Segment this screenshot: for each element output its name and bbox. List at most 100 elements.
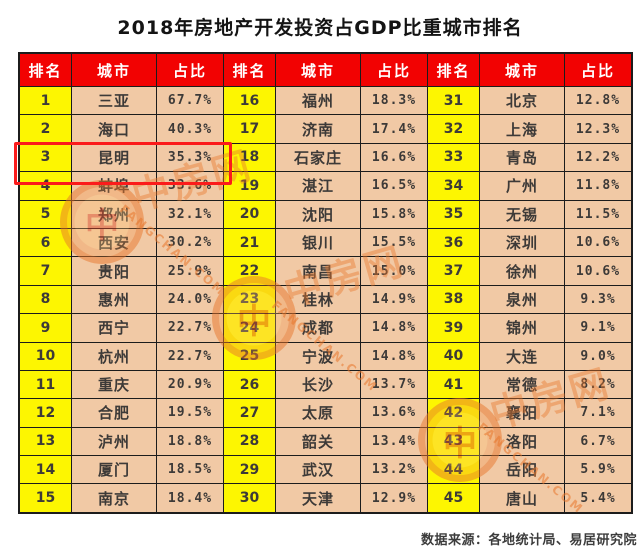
col-header-rank: 排名 bbox=[427, 52, 480, 87]
rank-cell: 6 bbox=[18, 227, 72, 258]
table-row: 6 西安 30.2% 21 银川 15.5% 36 深圳 10.6% bbox=[18, 227, 633, 258]
pct-cell: 32.1% bbox=[156, 199, 224, 229]
city-cell: 宁波 bbox=[275, 341, 361, 371]
pct-cell: 18.5% bbox=[156, 455, 224, 485]
pct-cell: 5.9% bbox=[564, 455, 633, 485]
city-cell: 唐山 bbox=[479, 483, 565, 514]
city-cell: 武汉 bbox=[275, 455, 361, 485]
rank-cell: 23 bbox=[223, 284, 276, 315]
pct-cell: 67.7% bbox=[156, 85, 224, 116]
city-cell: 杭州 bbox=[71, 341, 157, 371]
pct-cell: 10.6% bbox=[564, 256, 633, 286]
rank-cell: 35 bbox=[427, 199, 480, 229]
city-cell: 南昌 bbox=[275, 256, 361, 286]
table-body: 1 三亚 67.7% 16 福州 18.3% 31 北京 12.8% 2 海口 40.3% 17 济南 17… bbox=[18, 85, 633, 514]
col-header-pct: 占比 bbox=[156, 52, 224, 87]
rank-cell: 45 bbox=[427, 483, 480, 514]
pct-cell: 13.4% bbox=[360, 426, 428, 457]
table-row: 5 郑州 32.1% 20 沈阳 15.8% 35 无锡 11.5% bbox=[18, 199, 633, 229]
pct-cell: 35.3% bbox=[156, 142, 224, 173]
rank-cell: 13 bbox=[18, 426, 72, 457]
city-cell: 深圳 bbox=[479, 227, 565, 258]
rank-cell: 41 bbox=[427, 369, 480, 400]
data-source-note: 数据来源：各地统计局、易居研究院 bbox=[420, 533, 637, 548]
col-header-city: 城市 bbox=[71, 52, 157, 87]
header-row: 排名 城市 占比 排名 城市 占比 排名 城市 占比 bbox=[18, 52, 633, 87]
pct-cell: 12.9% bbox=[360, 483, 428, 514]
pct-cell: 15.5% bbox=[360, 227, 428, 258]
city-cell: 重庆 bbox=[71, 369, 157, 400]
col-header-pct: 占比 bbox=[564, 52, 633, 87]
city-cell: 锦州 bbox=[479, 313, 565, 343]
page-title: 2018年房地产开发投资占GDP比重城市排名 bbox=[117, 17, 523, 39]
rank-cell: 43 bbox=[427, 426, 480, 457]
city-cell: 三亚 bbox=[71, 85, 157, 116]
pct-cell: 12.8% bbox=[564, 85, 633, 116]
city-cell: 广州 bbox=[479, 171, 565, 201]
city-cell: 西安 bbox=[71, 227, 157, 258]
pct-cell: 9.0% bbox=[564, 341, 633, 371]
pct-cell: 16.6% bbox=[360, 142, 428, 173]
city-cell: 沈阳 bbox=[275, 199, 361, 229]
pct-cell: 14.8% bbox=[360, 341, 428, 371]
table-row: 13 泸州 18.8% 28 韶关 13.4% 43 洛阳 6.7% bbox=[18, 426, 633, 457]
rank-cell: 26 bbox=[223, 369, 276, 400]
pct-cell: 30.2% bbox=[156, 227, 224, 258]
col-header-rank: 排名 bbox=[223, 52, 276, 87]
rank-cell: 34 bbox=[427, 171, 480, 201]
city-cell: 银川 bbox=[275, 227, 361, 258]
rank-cell: 11 bbox=[18, 369, 72, 400]
table-row: 14 厦门 18.5% 29 武汉 13.2% 44 岳阳 5.9% bbox=[18, 455, 633, 485]
table-row: 2 海口 40.3% 17 济南 17.4% 32 上海 12.3% bbox=[18, 114, 633, 144]
rank-cell: 42 bbox=[427, 398, 480, 428]
city-cell: 北京 bbox=[479, 85, 565, 116]
pct-cell: 25.9% bbox=[156, 256, 224, 286]
pct-cell: 11.5% bbox=[564, 199, 633, 229]
city-cell: 太原 bbox=[275, 398, 361, 428]
rank-cell: 36 bbox=[427, 227, 480, 258]
pct-cell: 24.0% bbox=[156, 284, 224, 315]
city-cell: 成都 bbox=[275, 313, 361, 343]
rank-cell: 9 bbox=[18, 313, 72, 343]
table-row: 11 重庆 20.9% 26 长沙 13.7% 41 常德 8.2% bbox=[18, 369, 633, 400]
pct-cell: 18.3% bbox=[360, 85, 428, 116]
rank-cell: 25 bbox=[223, 341, 276, 371]
pct-cell: 8.2% bbox=[564, 369, 633, 400]
pct-cell: 20.9% bbox=[156, 369, 224, 400]
rank-cell: 40 bbox=[427, 341, 480, 371]
city-cell: 青岛 bbox=[479, 142, 565, 173]
rank-cell: 39 bbox=[427, 313, 480, 343]
pct-cell: 15.0% bbox=[360, 256, 428, 286]
table-row: 10 杭州 22.7% 25 宁波 14.8% 40 大连 9.0% bbox=[18, 341, 633, 371]
pct-cell: 9.3% bbox=[564, 284, 633, 315]
col-header-city: 城市 bbox=[479, 52, 565, 87]
pct-cell: 33.6% bbox=[156, 171, 224, 201]
city-cell: 西宁 bbox=[71, 313, 157, 343]
city-cell: 常德 bbox=[479, 369, 565, 400]
rank-cell: 32 bbox=[427, 114, 480, 144]
pct-cell: 13.6% bbox=[360, 398, 428, 428]
rank-cell: 5 bbox=[18, 199, 72, 229]
city-cell: 厦门 bbox=[71, 455, 157, 485]
rank-cell: 1 bbox=[18, 85, 72, 116]
city-cell: 福州 bbox=[275, 85, 361, 116]
city-cell: 天津 bbox=[275, 483, 361, 514]
pct-cell: 9.1% bbox=[564, 313, 633, 343]
city-cell: 泸州 bbox=[71, 426, 157, 457]
rank-cell: 22 bbox=[223, 256, 276, 286]
pct-cell: 22.7% bbox=[156, 341, 224, 371]
city-cell: 大连 bbox=[479, 341, 565, 371]
rank-cell: 16 bbox=[223, 85, 276, 116]
table-header: 排名 城市 占比 排名 城市 占比 排名 城市 占比 bbox=[18, 52, 633, 87]
rank-cell: 33 bbox=[427, 142, 480, 173]
city-cell: 贵阳 bbox=[71, 256, 157, 286]
pct-cell: 6.7% bbox=[564, 426, 633, 457]
table-row: 7 贵阳 25.9% 22 南昌 15.0% 37 徐州 10.6% bbox=[18, 256, 633, 286]
pct-cell: 40.3% bbox=[156, 114, 224, 144]
rank-cell: 15 bbox=[18, 483, 72, 514]
pct-cell: 15.8% bbox=[360, 199, 428, 229]
city-cell: 湛江 bbox=[275, 171, 361, 201]
city-cell: 岳阳 bbox=[479, 455, 565, 485]
table-row: 9 西宁 22.7% 24 成都 14.8% 39 锦州 9.1% bbox=[18, 313, 633, 343]
